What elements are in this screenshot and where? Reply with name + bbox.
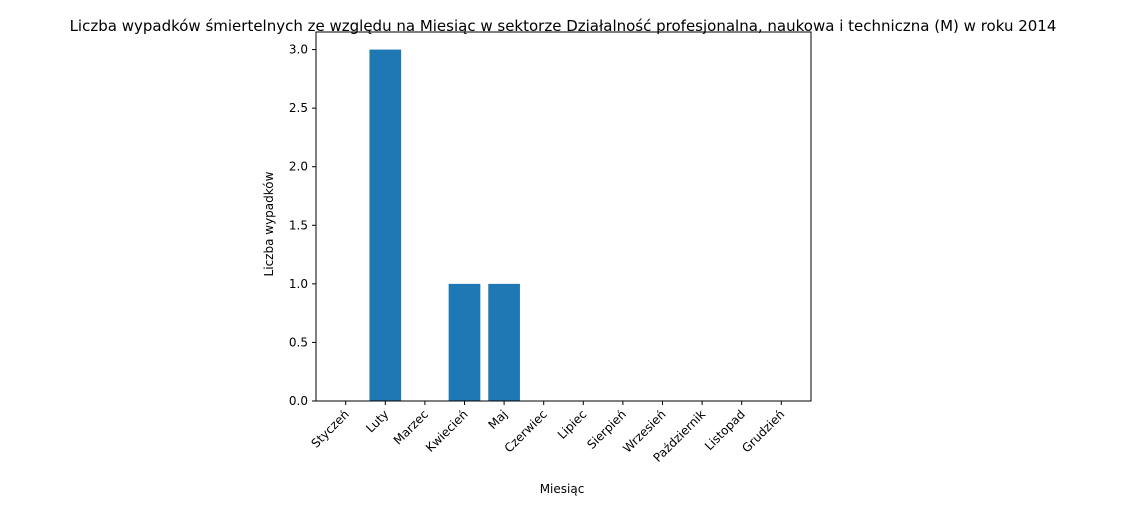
x-tick-label: Maj xyxy=(485,407,510,432)
x-tick-label: Luty xyxy=(363,407,391,435)
y-tick-label: 0.5 xyxy=(289,335,308,349)
y-tick-label: 3.0 xyxy=(289,43,308,57)
bar-5 xyxy=(488,283,520,401)
x-tick-label: Lipiec xyxy=(555,407,590,442)
y-axis-label: Liczba wypadków xyxy=(262,171,276,276)
y-tick-label: 2.5 xyxy=(289,101,308,115)
bar-2 xyxy=(369,49,402,401)
x-tick-label: Czerwiec xyxy=(502,407,550,455)
y-tick-label: 1.0 xyxy=(289,277,308,291)
x-tick-label: Kwiecień xyxy=(423,407,471,455)
chart-title: Liczba wypadków śmiertelnych ze względu … xyxy=(70,17,1057,35)
x-tick-label: Marzec xyxy=(391,407,431,447)
plot-frame xyxy=(315,31,812,402)
y-tick-label: 1.5 xyxy=(289,218,308,232)
plot-area xyxy=(369,49,520,401)
x-tick-label: Styczeń xyxy=(308,407,351,450)
bar-4 xyxy=(448,283,481,401)
x-axis-label: Miesiąc xyxy=(540,482,585,496)
y-axis: 0.0 0.5 1.0 1.5 2.0 2.5 3.0 xyxy=(289,43,316,408)
y-tick-label: 2.0 xyxy=(289,160,308,174)
y-tick-label: 0.0 xyxy=(289,394,308,408)
x-tick-label: Grudzień xyxy=(739,407,787,455)
